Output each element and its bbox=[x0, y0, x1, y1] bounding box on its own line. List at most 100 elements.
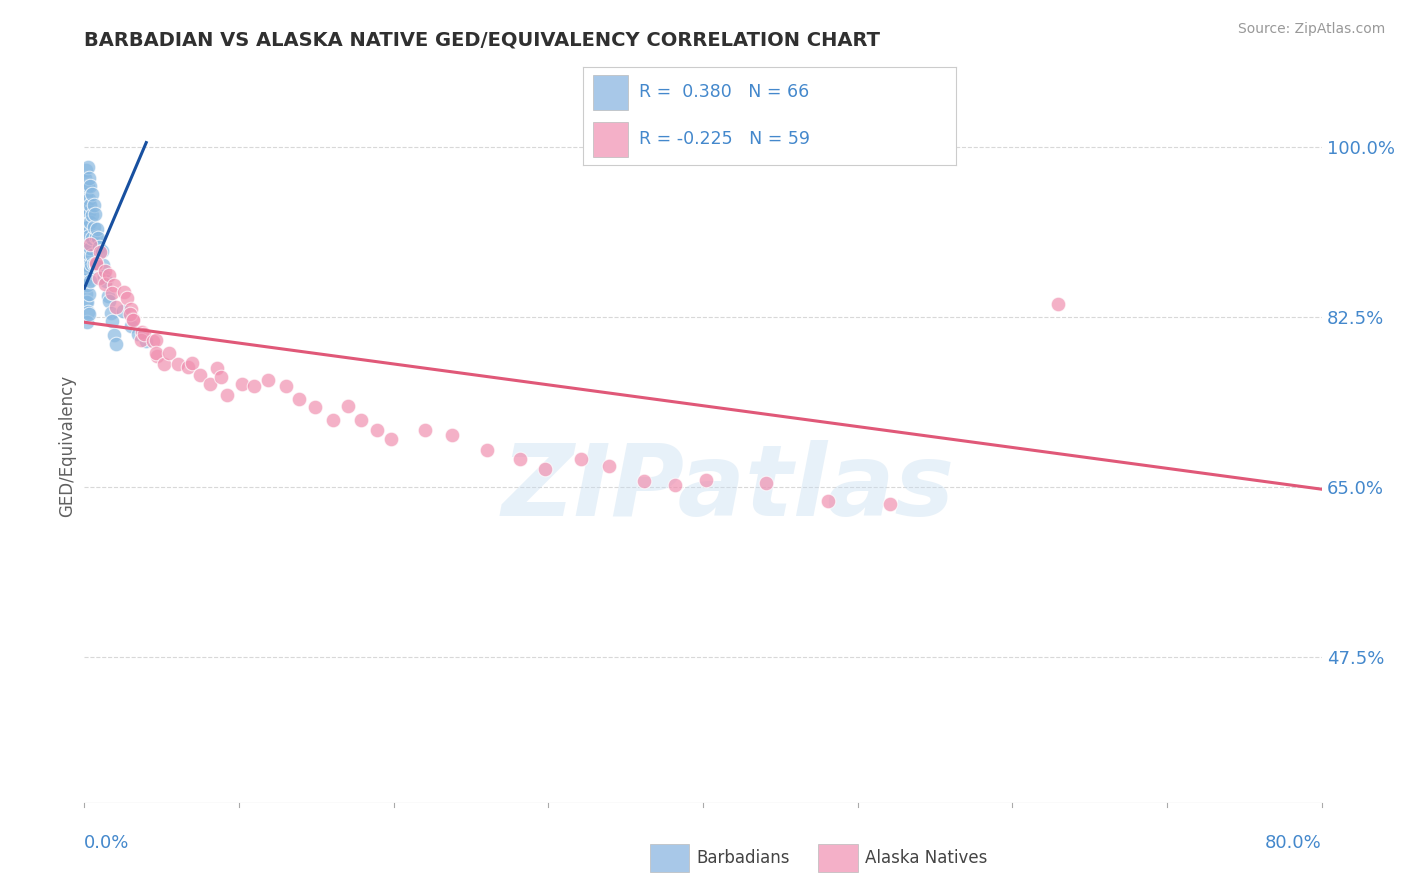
Point bbox=[217, 387, 239, 401]
Point bbox=[131, 325, 153, 339]
Point bbox=[79, 198, 101, 212]
Point bbox=[93, 264, 115, 278]
Point bbox=[664, 478, 686, 492]
Point bbox=[75, 186, 97, 201]
Point bbox=[84, 256, 107, 270]
Point bbox=[87, 271, 110, 285]
Point bbox=[115, 292, 138, 306]
Text: BARBADIAN VS ALASKA NATIVE GED/EQUIVALENCY CORRELATION CHART: BARBADIAN VS ALASKA NATIVE GED/EQUIVALEN… bbox=[84, 30, 880, 49]
Point bbox=[75, 238, 97, 252]
Point bbox=[79, 263, 101, 277]
Text: Alaska Natives: Alaska Natives bbox=[865, 849, 987, 867]
Point bbox=[695, 473, 717, 487]
Point bbox=[380, 433, 402, 447]
Point bbox=[79, 274, 101, 288]
Point bbox=[103, 327, 125, 342]
Point bbox=[127, 326, 149, 341]
Point bbox=[80, 248, 103, 262]
Text: Barbadians: Barbadians bbox=[696, 849, 790, 867]
Point bbox=[89, 240, 111, 254]
Point bbox=[75, 202, 97, 217]
Point bbox=[82, 231, 104, 245]
Point bbox=[415, 423, 437, 437]
Point bbox=[83, 198, 105, 212]
Point bbox=[77, 193, 100, 207]
Point bbox=[366, 424, 388, 438]
Text: R = -0.225   N = 59: R = -0.225 N = 59 bbox=[640, 130, 810, 148]
Point bbox=[86, 221, 108, 235]
Point bbox=[83, 219, 105, 234]
Point bbox=[145, 349, 167, 363]
Point bbox=[84, 257, 107, 271]
Point bbox=[76, 278, 98, 293]
Text: ZIPatlas: ZIPatlas bbox=[501, 441, 955, 537]
Point bbox=[90, 244, 112, 259]
Point bbox=[101, 285, 124, 300]
Y-axis label: GED/Equivalency: GED/Equivalency bbox=[58, 375, 76, 517]
Point bbox=[104, 337, 127, 351]
Point bbox=[98, 293, 121, 308]
Point bbox=[82, 187, 104, 202]
Point bbox=[76, 305, 98, 319]
Point bbox=[188, 368, 211, 382]
Point bbox=[817, 493, 839, 508]
Point bbox=[94, 277, 117, 291]
Point bbox=[101, 314, 124, 328]
Point bbox=[77, 229, 100, 244]
FancyBboxPatch shape bbox=[593, 75, 628, 110]
Point bbox=[100, 306, 122, 320]
Point bbox=[77, 247, 100, 261]
Point bbox=[76, 259, 98, 273]
Point bbox=[257, 373, 280, 387]
Point bbox=[77, 204, 100, 219]
Point bbox=[79, 237, 101, 252]
Point bbox=[75, 227, 97, 241]
Point bbox=[75, 171, 97, 186]
Point bbox=[755, 475, 778, 490]
Point bbox=[122, 311, 145, 326]
Point bbox=[571, 451, 593, 466]
Point bbox=[598, 459, 620, 474]
Point bbox=[120, 318, 142, 333]
Point bbox=[87, 231, 110, 245]
Point bbox=[79, 179, 101, 194]
Point bbox=[129, 333, 152, 347]
Point bbox=[231, 377, 253, 392]
Point bbox=[122, 313, 145, 327]
Point bbox=[75, 254, 97, 268]
Point bbox=[177, 359, 200, 374]
Point bbox=[82, 208, 104, 222]
Text: 80.0%: 80.0% bbox=[1265, 834, 1322, 852]
Point bbox=[75, 163, 97, 178]
Text: 0.0%: 0.0% bbox=[84, 834, 129, 852]
Point bbox=[157, 346, 180, 360]
Point bbox=[477, 442, 499, 457]
FancyBboxPatch shape bbox=[593, 122, 628, 157]
Point bbox=[274, 379, 297, 393]
Point bbox=[75, 265, 97, 279]
Point bbox=[350, 413, 373, 427]
Point bbox=[120, 301, 142, 316]
Point bbox=[76, 178, 98, 193]
Point bbox=[76, 241, 98, 255]
Point bbox=[243, 379, 266, 393]
Point bbox=[322, 413, 344, 427]
Point bbox=[1047, 297, 1070, 311]
Point bbox=[205, 361, 228, 376]
Point bbox=[879, 497, 901, 511]
Point bbox=[75, 295, 97, 310]
Text: R =  0.380   N = 66: R = 0.380 N = 66 bbox=[640, 83, 810, 101]
Point bbox=[509, 452, 531, 467]
Point bbox=[181, 356, 204, 370]
Point bbox=[633, 474, 655, 488]
Point bbox=[93, 268, 115, 283]
Point bbox=[112, 304, 135, 318]
Point bbox=[76, 315, 98, 329]
Point bbox=[153, 357, 176, 371]
Point bbox=[79, 215, 101, 229]
Point bbox=[76, 219, 98, 234]
Point bbox=[198, 377, 221, 392]
Point bbox=[77, 286, 100, 301]
Text: Source: ZipAtlas.com: Source: ZipAtlas.com bbox=[1237, 22, 1385, 37]
Point bbox=[534, 461, 557, 475]
